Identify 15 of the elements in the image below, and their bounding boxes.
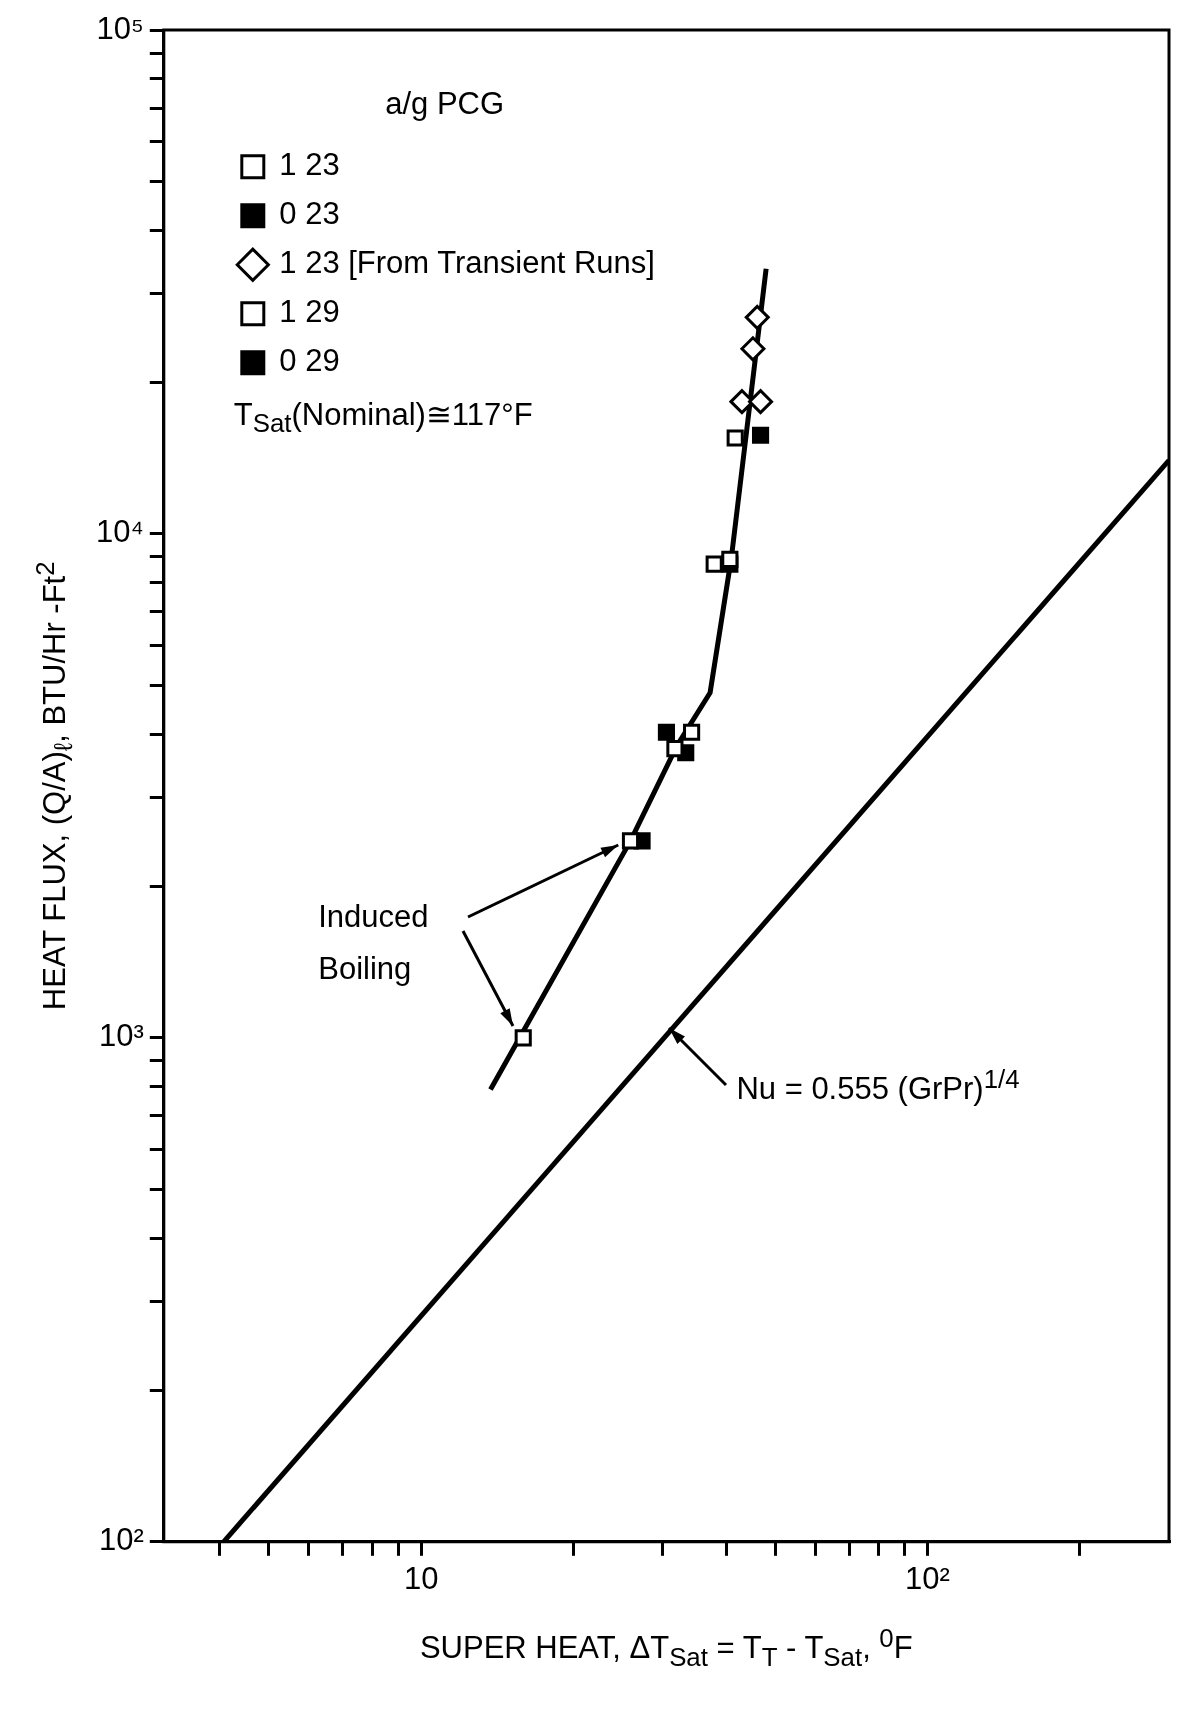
legend-label: 0 29 [279,343,340,379]
y-tick-label: 10⁵ [96,10,144,46]
legend-label: 1 23 [From Transient Runs] [279,245,655,281]
y-tick-label: 10⁴ [95,514,144,550]
annotation: T$_{Sat}$(Nominal)≅117°F [233,396,533,439]
annotation: Induced Boiling [318,897,430,988]
legend-title: a/g PCG [385,86,505,122]
x-tick-label: 10 [404,1560,439,1596]
legend-label: 0 23 [279,196,340,232]
annotation: Nu = 0.555 (GrPr)$^{1/4}$ [736,1065,1020,1108]
text: SUPER HEAT, ΔT$_{Sat}$ = T$_{T}$ - T$_{Sat}$, $^{0}$F [419,1623,913,1671]
legend-label: 1 29 [279,294,340,330]
y-tick-label: 10³ [98,1018,144,1054]
legend-label: 1 23 [279,147,340,183]
y-tick-label: 10² [98,1522,144,1558]
